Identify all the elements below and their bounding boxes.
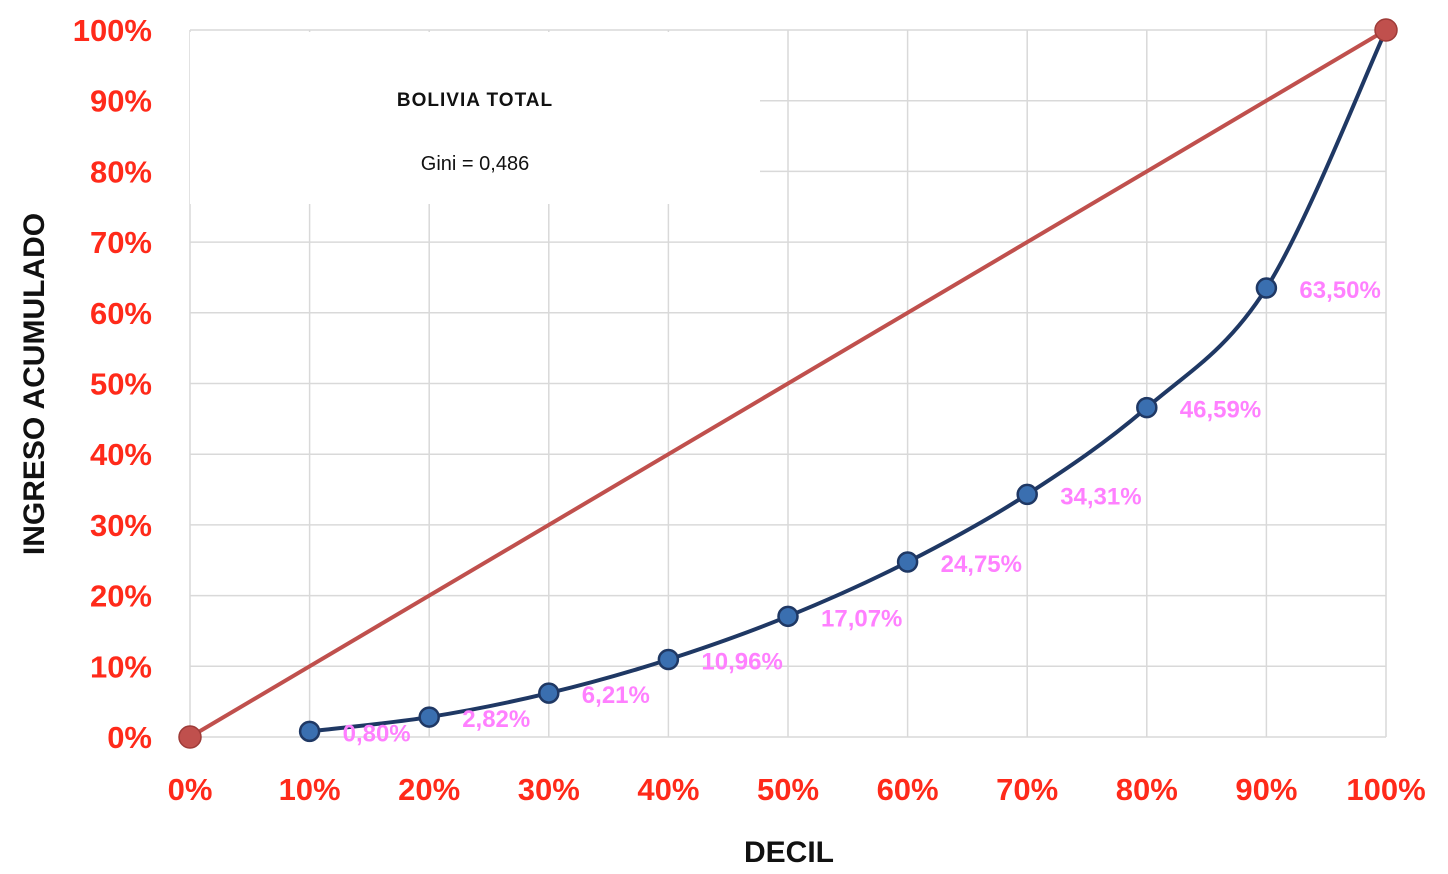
- tick-labels: 0% 10% 20% 30% 40% 50% 60% 70% 80% 90% 100% 0% 10% 20…: [73, 13, 1426, 807]
- y-tick-label: 0%: [107, 720, 152, 755]
- y-tick-label: 10%: [90, 649, 152, 684]
- x-axis-title: DECIL: [744, 836, 834, 869]
- data-point: [538, 682, 560, 704]
- y-tick-label: 40%: [90, 437, 152, 472]
- equality-point: [1374, 18, 1398, 42]
- grid: [189, 29, 1387, 738]
- data-point: [777, 605, 799, 628]
- y-tick-label: 20%: [90, 579, 152, 614]
- x-tick-label: 100%: [1346, 772, 1425, 807]
- gini-value: Gini = 0,486: [421, 153, 529, 175]
- equality-line: [188, 28, 1388, 739]
- data-label: 46,59%: [1180, 397, 1261, 424]
- data-point: [657, 648, 680, 671]
- x-tick-label: 60%: [877, 772, 939, 807]
- data-label: 24,75%: [941, 551, 1022, 578]
- y-tick-label: 90%: [90, 84, 152, 119]
- data-point: [298, 720, 321, 743]
- x-tick-label: 40%: [637, 772, 699, 807]
- data-point: [1136, 396, 1158, 419]
- info-box-background: [190, 32, 760, 204]
- data-label: 2,82%: [462, 706, 530, 733]
- x-tick-label: 0%: [168, 772, 213, 807]
- y-tick-label: 50%: [90, 367, 152, 402]
- info-box: BOLIVIA TOTAL Gini = 0,486: [190, 32, 760, 204]
- x-tick-label: 30%: [518, 772, 580, 807]
- equality-point: [178, 725, 202, 749]
- data-point: [896, 551, 919, 573]
- y-tick-label: 70%: [90, 225, 152, 260]
- data-point: [418, 706, 440, 728]
- data-label: 0,80%: [343, 720, 411, 747]
- x-tick-label: 10%: [279, 772, 341, 807]
- chart-title: BOLIVIA TOTAL: [397, 90, 553, 111]
- y-tick-label: 100%: [73, 13, 152, 48]
- x-tick-label: 70%: [996, 772, 1058, 807]
- data-label: 34,31%: [1060, 483, 1141, 510]
- y-tick-label: 80%: [90, 154, 152, 189]
- y-tick-label: 60%: [90, 296, 152, 331]
- data-point: [1255, 277, 1278, 299]
- x-tick-label: 80%: [1116, 772, 1178, 807]
- y-axis-title: INGRESO ACUMULADO: [18, 213, 51, 555]
- data-point: [1016, 483, 1038, 506]
- data-label: 63,50%: [1299, 277, 1380, 304]
- data-label: 6,21%: [582, 682, 650, 709]
- data-label: 17,07%: [821, 605, 902, 632]
- x-tick-label: 90%: [1235, 772, 1297, 807]
- y-tick-label: 30%: [90, 508, 152, 543]
- x-tick-label: 50%: [757, 772, 819, 807]
- x-tick-label: 20%: [398, 772, 460, 807]
- data-label: 10,96%: [701, 649, 782, 676]
- series-layer: 0,80% 2,82% 6,21% 10,96% 17,07% 24,75% 34,31% 4…: [178, 18, 1398, 749]
- lorenz-curve: [309, 29, 1388, 734]
